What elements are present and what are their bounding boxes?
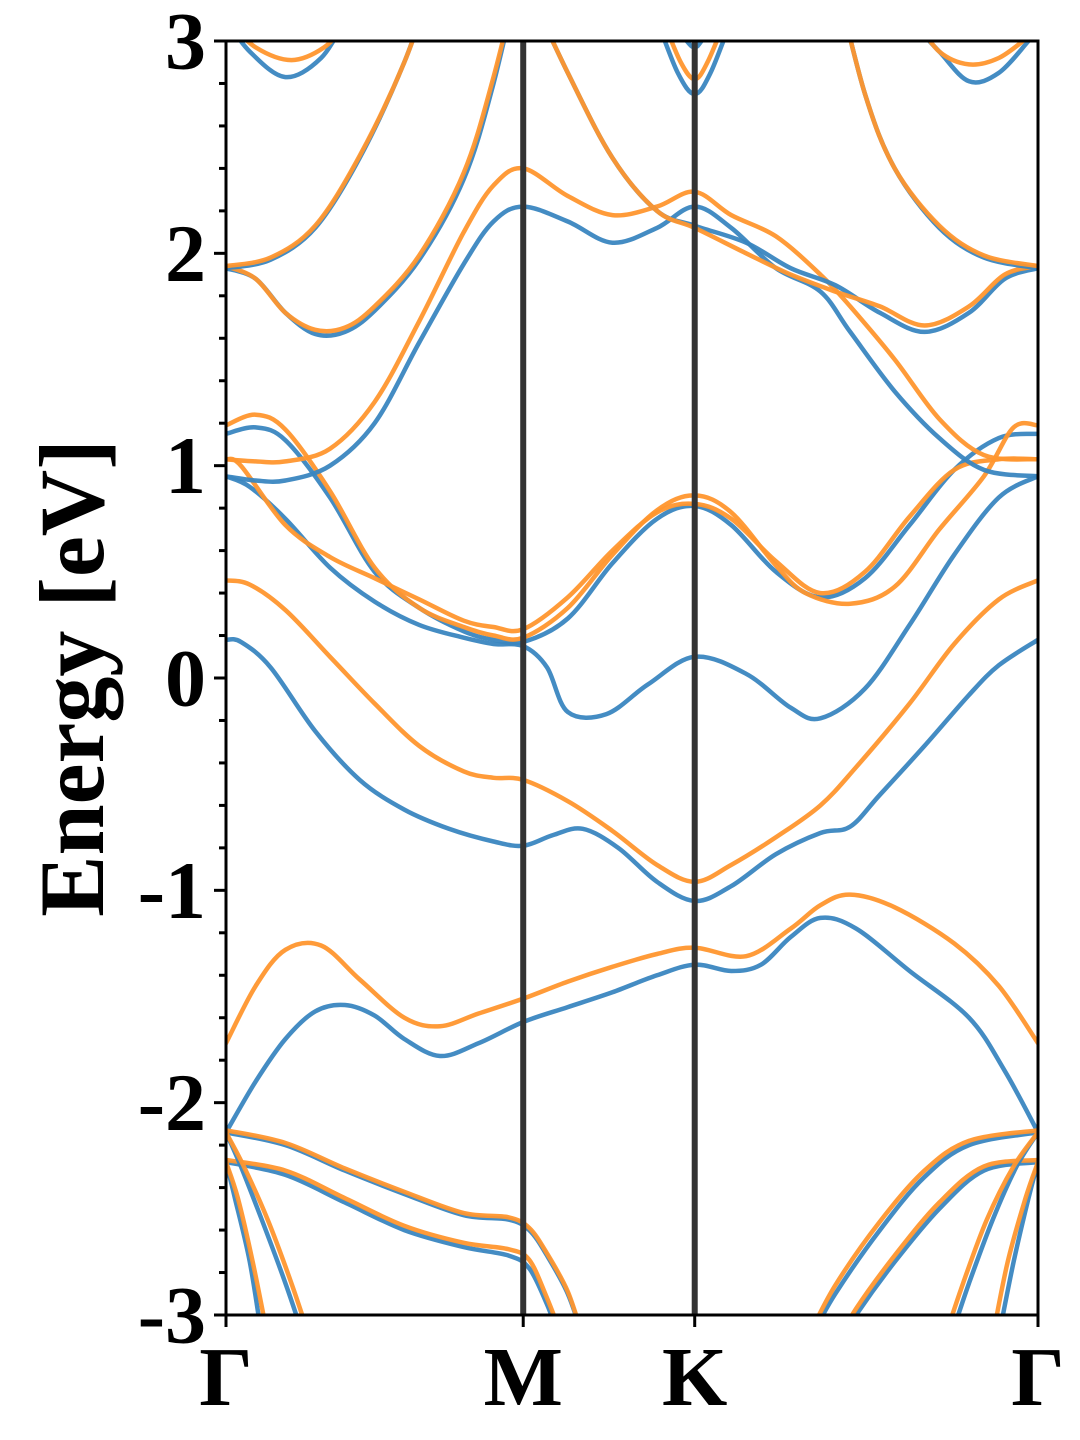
y-axis-title: Energy [eV] — [21, 439, 123, 917]
band-orange-2 — [226, 578, 1038, 885]
band-orange-34 — [816, 1128, 1038, 1315]
band-orange-32 — [226, 1159, 266, 1315]
y-tick-label: -3 — [138, 1270, 206, 1361]
band-blue-27 — [226, 1159, 554, 1315]
band-orange-13 — [226, 41, 415, 269]
band-blue-4 — [226, 474, 1038, 722]
band-orange-7 — [226, 456, 1038, 634]
band-orange-40 — [994, 1159, 1038, 1315]
x-tick-label: K — [662, 1331, 727, 1424]
band-orange-19 — [243, 41, 335, 63]
y-tick-label: 0 — [165, 633, 206, 724]
y-axis-ticks: -3 -2 -1 0 1 2 3 — [138, 0, 226, 1361]
band-blue-0 — [226, 636, 1038, 904]
x-tick-label: Γ — [1011, 1331, 1064, 1424]
band-orange-9 — [226, 165, 1038, 465]
band-blue-8 — [226, 204, 1038, 485]
y-tick-label: 1 — [165, 420, 206, 511]
band-orange-17 — [848, 41, 1038, 269]
band-orange-28 — [226, 1157, 557, 1315]
band-orange-15 — [550, 41, 1038, 328]
band-lines — [226, 41, 1038, 1315]
y-tick-label: 2 — [165, 208, 206, 299]
x-tick-label: M — [484, 1331, 563, 1424]
band-orange-26 — [226, 1128, 579, 1315]
band-orange-21 — [927, 41, 1027, 67]
y-tick-label: 3 — [165, 0, 206, 87]
high-symmetry-lines — [520, 41, 698, 1315]
band-blue-35 — [853, 1159, 1038, 1315]
y-tick-label: -2 — [138, 1057, 206, 1148]
band-blue-5 — [226, 425, 1038, 646]
band-orange-11 — [226, 41, 506, 334]
band-blue-33 — [820, 1130, 1038, 1315]
band-blue-1 — [226, 915, 1038, 1135]
band-orange-36 — [849, 1157, 1038, 1315]
band-orange-3 — [226, 892, 1038, 1046]
x-tick-label: Γ — [199, 1331, 252, 1424]
band-orange-30 — [226, 1130, 305, 1315]
band-orange-38 — [949, 1130, 1038, 1315]
y-tick-label: -1 — [138, 845, 206, 936]
